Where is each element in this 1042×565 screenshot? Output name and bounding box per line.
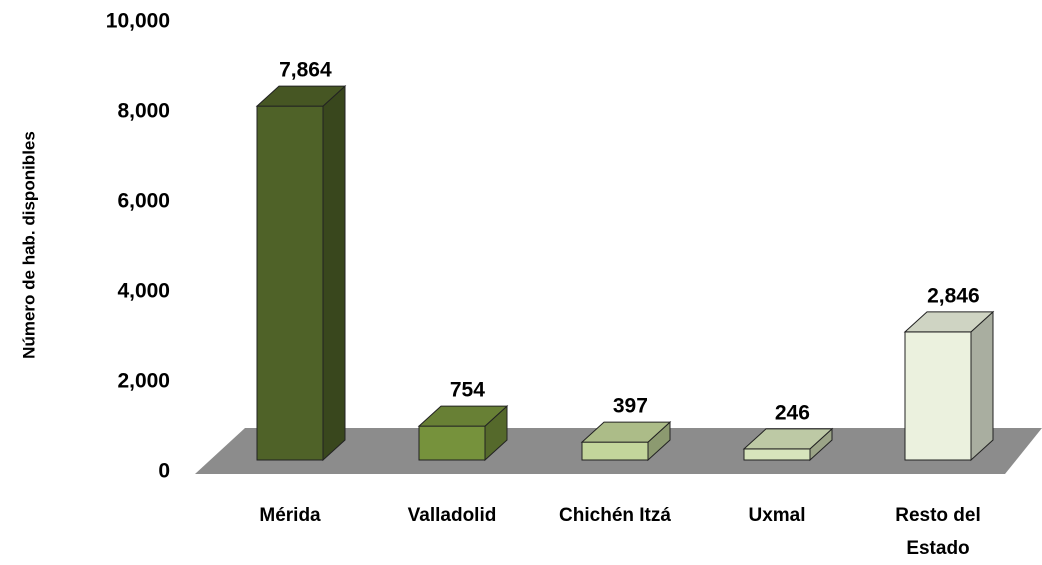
value-label: 754 <box>450 379 485 402</box>
bar-front <box>256 105 324 461</box>
x-tick-label: Mérida <box>259 505 321 526</box>
bar-top <box>580 421 672 443</box>
bar-side <box>970 310 994 462</box>
y-tick-label: 0 <box>158 460 170 483</box>
bar-front <box>581 441 649 461</box>
y-axis-label: Número de hab. disponibles <box>19 131 38 359</box>
value-label: 246 <box>775 401 810 424</box>
x-tick-label: Resto del Estado <box>895 505 981 559</box>
y-tick-label: 6,000 <box>117 190 170 213</box>
bar-top <box>417 405 509 427</box>
x-tick-label: Chichén Itzá <box>559 505 671 526</box>
bar-side <box>322 84 346 462</box>
bar-top <box>742 428 834 450</box>
value-label: 7,864 <box>279 59 332 82</box>
value-label: 397 <box>613 395 648 418</box>
x-tick-label: Uxmal <box>748 505 806 526</box>
bar-top <box>903 311 995 333</box>
y-tick-label: 8,000 <box>117 100 170 123</box>
bar-front <box>743 448 811 461</box>
bar-top <box>255 85 347 107</box>
y-tick-label: 4,000 <box>117 280 170 303</box>
y-tick-label: 2,000 <box>117 370 170 393</box>
value-label: 2,846 <box>927 284 980 307</box>
x-tick-label: Valladolid <box>407 505 497 526</box>
bar-front <box>418 425 486 461</box>
y-tick-label: 10,000 <box>106 10 170 33</box>
bar-front <box>904 331 972 461</box>
